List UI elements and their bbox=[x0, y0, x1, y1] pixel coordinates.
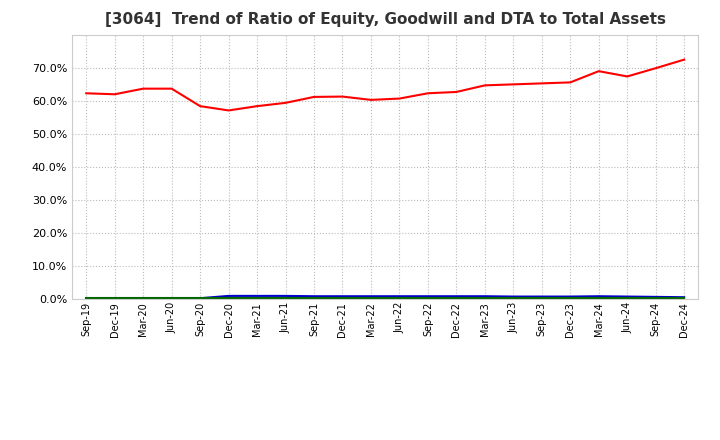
Equity bbox=[310, 94, 318, 99]
Goodwill bbox=[566, 294, 575, 299]
Deferred Tax Assets bbox=[282, 295, 290, 301]
Equity bbox=[423, 91, 432, 96]
Deferred Tax Assets bbox=[167, 295, 176, 301]
Deferred Tax Assets bbox=[310, 295, 318, 301]
Deferred Tax Assets bbox=[196, 295, 204, 301]
Equity bbox=[139, 86, 148, 92]
Deferred Tax Assets bbox=[139, 295, 148, 301]
Goodwill bbox=[225, 293, 233, 299]
Deferred Tax Assets bbox=[338, 295, 347, 301]
Deferred Tax Assets bbox=[225, 295, 233, 301]
Deferred Tax Assets bbox=[623, 295, 631, 301]
Equity bbox=[366, 97, 375, 103]
Line: Equity: Equity bbox=[86, 59, 684, 110]
Deferred Tax Assets bbox=[652, 295, 660, 301]
Equity bbox=[652, 66, 660, 71]
Equity bbox=[338, 94, 347, 99]
Deferred Tax Assets bbox=[452, 295, 461, 301]
Equity bbox=[167, 86, 176, 92]
Goodwill bbox=[167, 296, 176, 301]
Deferred Tax Assets bbox=[366, 295, 375, 301]
Equity bbox=[110, 92, 119, 97]
Equity bbox=[566, 80, 575, 85]
Goodwill bbox=[110, 296, 119, 301]
Goodwill bbox=[338, 293, 347, 299]
Deferred Tax Assets bbox=[480, 295, 489, 301]
Goodwill bbox=[680, 295, 688, 300]
Goodwill bbox=[282, 293, 290, 299]
Deferred Tax Assets bbox=[595, 295, 603, 301]
Equity bbox=[225, 108, 233, 113]
Deferred Tax Assets bbox=[509, 295, 518, 301]
Goodwill bbox=[452, 293, 461, 299]
Equity bbox=[623, 74, 631, 79]
Goodwill bbox=[310, 293, 318, 299]
Title: [3064]  Trend of Ratio of Equity, Goodwill and DTA to Total Assets: [3064] Trend of Ratio of Equity, Goodwil… bbox=[104, 12, 666, 27]
Equity bbox=[253, 103, 261, 109]
Equity bbox=[595, 69, 603, 74]
Equity bbox=[509, 82, 518, 87]
Equity bbox=[452, 89, 461, 95]
Goodwill bbox=[82, 296, 91, 301]
Goodwill bbox=[537, 294, 546, 299]
Goodwill bbox=[652, 294, 660, 300]
Goodwill bbox=[395, 293, 404, 299]
Equity bbox=[82, 91, 91, 96]
Equity bbox=[480, 83, 489, 88]
Deferred Tax Assets bbox=[395, 295, 404, 301]
Goodwill bbox=[480, 293, 489, 299]
Deferred Tax Assets bbox=[423, 295, 432, 301]
Equity bbox=[537, 81, 546, 86]
Deferred Tax Assets bbox=[253, 295, 261, 301]
Deferred Tax Assets bbox=[566, 295, 575, 301]
Equity bbox=[395, 96, 404, 101]
Goodwill bbox=[423, 293, 432, 299]
Deferred Tax Assets bbox=[82, 295, 91, 301]
Goodwill bbox=[509, 294, 518, 299]
Equity bbox=[196, 103, 204, 109]
Equity bbox=[282, 100, 290, 106]
Goodwill bbox=[139, 296, 148, 301]
Deferred Tax Assets bbox=[680, 295, 688, 301]
Goodwill bbox=[253, 293, 261, 299]
Goodwill bbox=[196, 296, 204, 301]
Line: Goodwill: Goodwill bbox=[86, 296, 684, 298]
Goodwill bbox=[366, 293, 375, 299]
Deferred Tax Assets bbox=[537, 295, 546, 301]
Goodwill bbox=[623, 294, 631, 299]
Goodwill bbox=[595, 293, 603, 299]
Deferred Tax Assets bbox=[110, 295, 119, 301]
Equity bbox=[680, 57, 688, 62]
